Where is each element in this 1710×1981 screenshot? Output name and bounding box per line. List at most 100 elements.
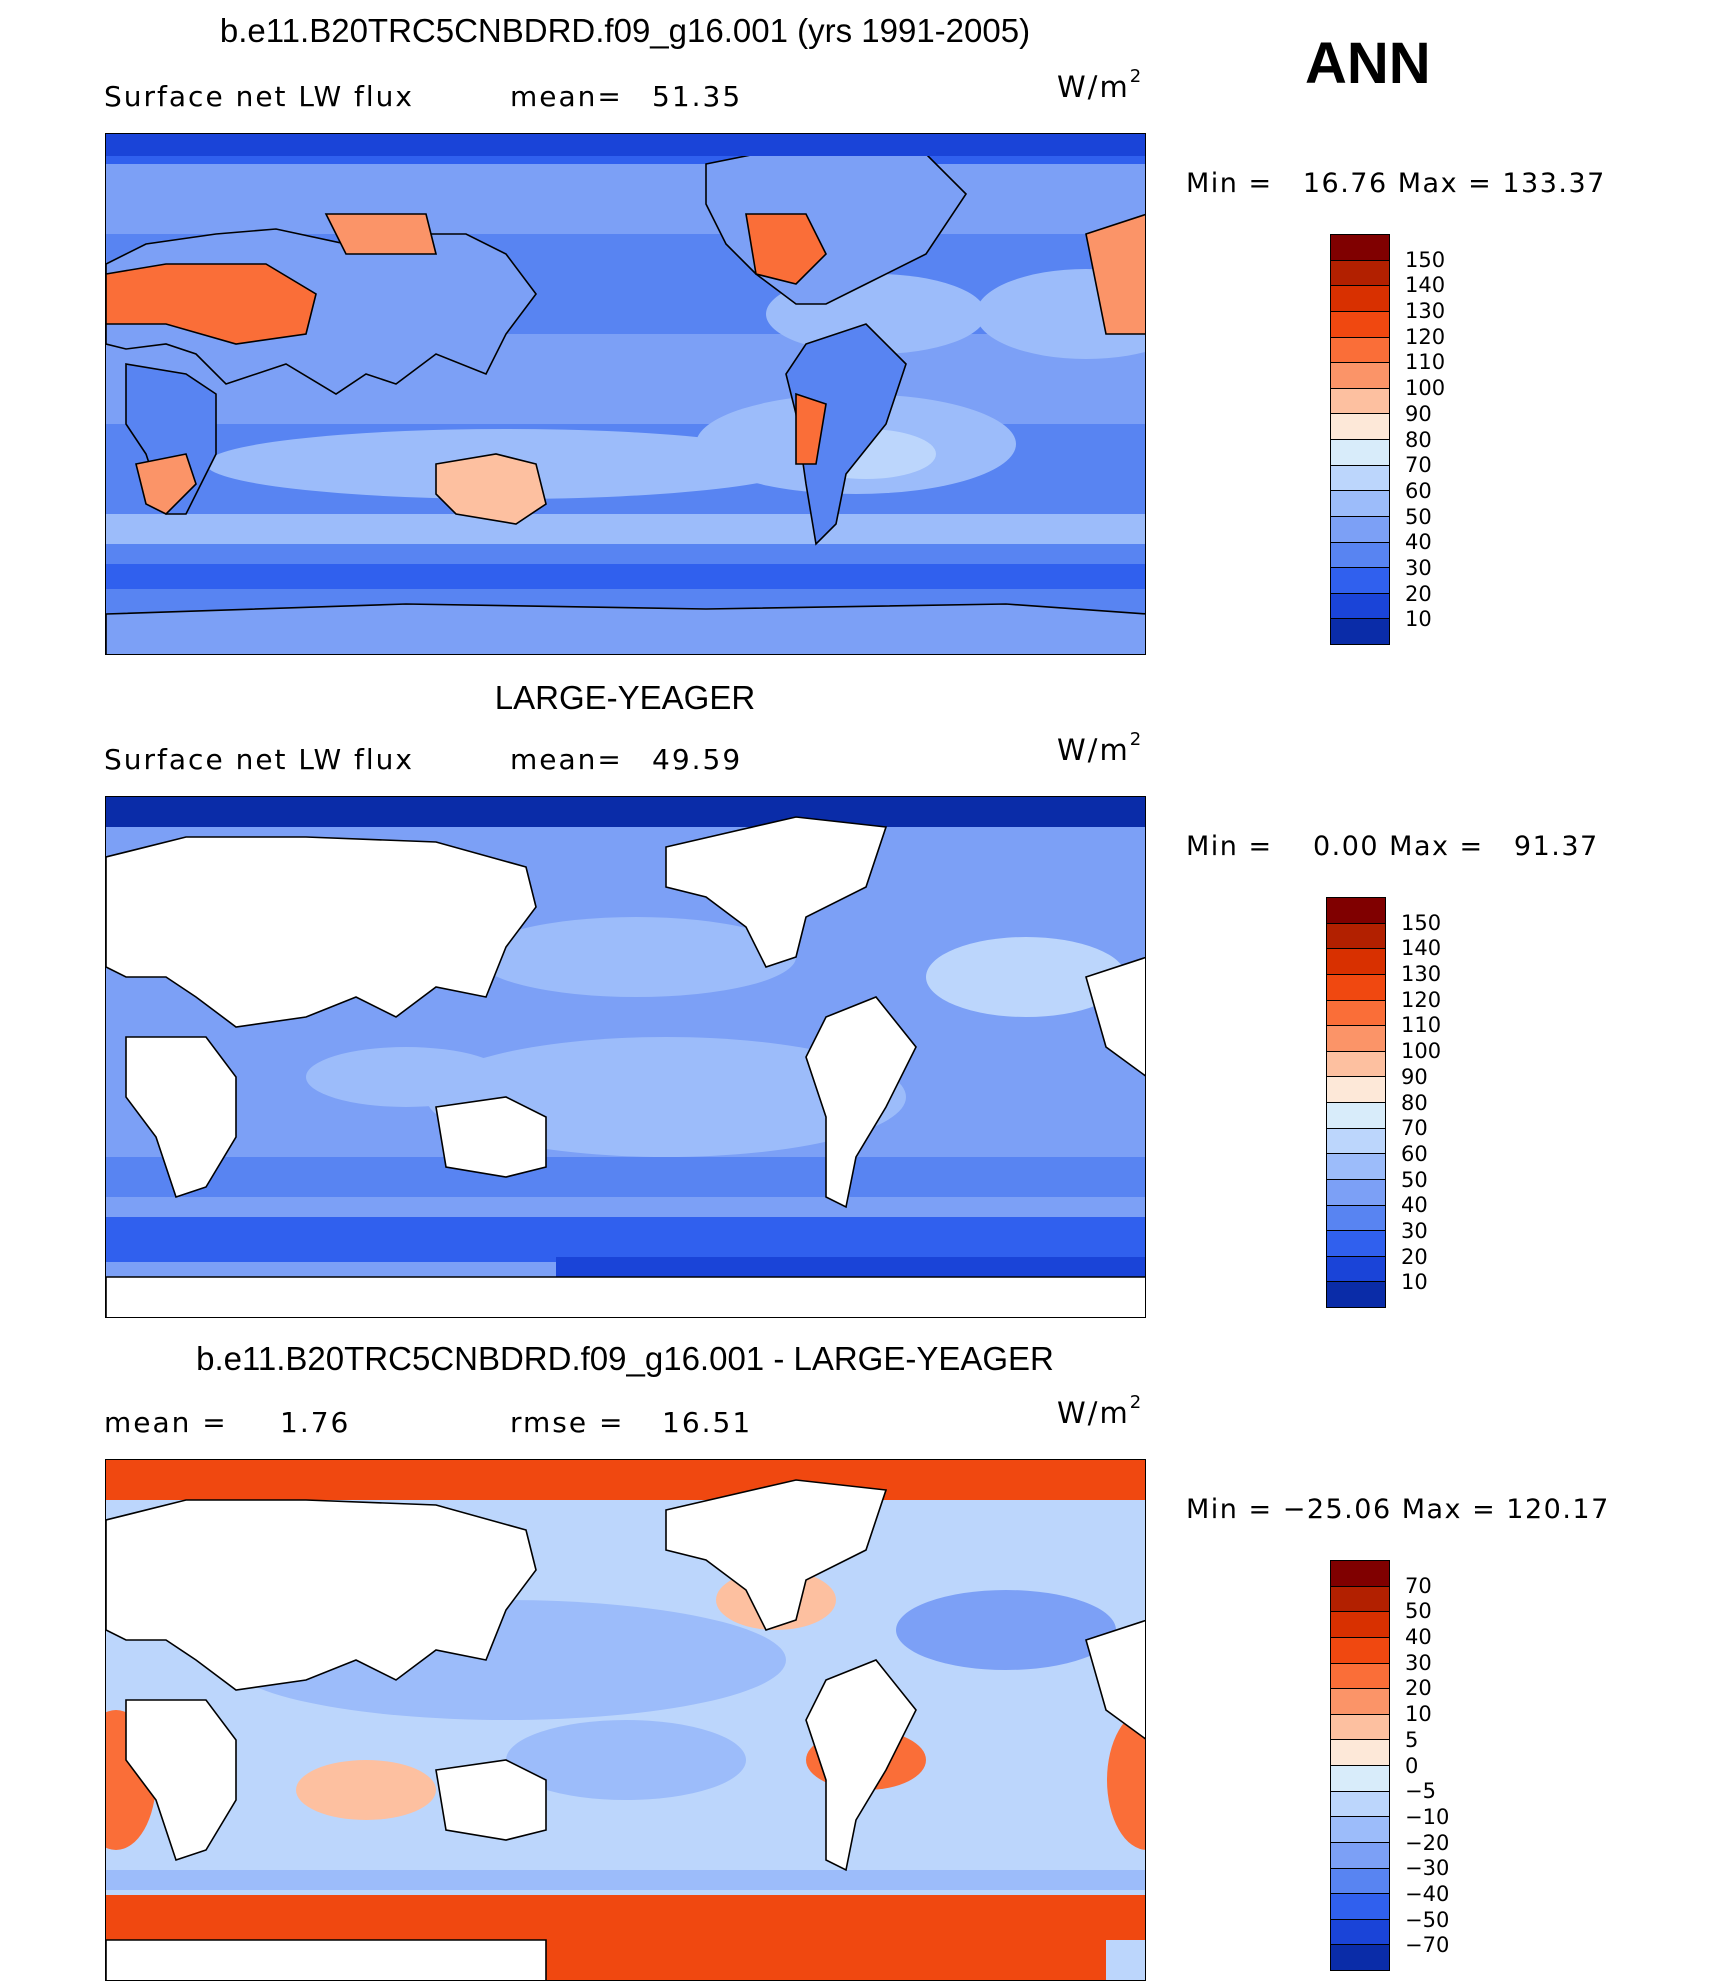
colorbar-tick-label: 110	[1405, 350, 1446, 375]
colorbar-tick-label: 30	[1401, 1218, 1428, 1243]
colorbar-tick-label: −20	[1405, 1830, 1450, 1855]
colorbar-tick-label: 40	[1401, 1193, 1428, 1218]
panel2-title: LARGE-YEAGER	[494, 679, 756, 716]
panel3-mean-label: mean =	[104, 1406, 228, 1439]
colorbar-swatch	[1331, 1817, 1389, 1843]
colorbar-tick-label: 40	[1405, 530, 1432, 555]
panel2-map	[105, 796, 1146, 1318]
colorbar-swatch	[1331, 1637, 1389, 1664]
colorbar-swatch	[1331, 1868, 1389, 1895]
colorbar-tick-label: 150	[1401, 910, 1442, 935]
colorbar-swatch	[1331, 1766, 1389, 1792]
colorbar-tick-label: 20	[1405, 581, 1432, 606]
colorbar-swatch	[1327, 1154, 1385, 1180]
colorbar-tick-label: 100	[1405, 376, 1446, 401]
colorbar-swatch	[1331, 491, 1389, 517]
colorbar-tick-label: 40	[1405, 1625, 1432, 1650]
panel1-title: b.e11.B20TRC5CNBDRD.f09_g16.001 (yrs 199…	[219, 12, 1031, 49]
colorbar-tick-label: −50	[1405, 1907, 1450, 1932]
colorbar-tick-label: 90	[1401, 1064, 1428, 1089]
colorbar-tick-label: 120	[1401, 987, 1442, 1012]
colorbar-swatch	[1331, 1842, 1389, 1869]
panel1-units: W/m2	[1057, 66, 1142, 104]
panel2-variable-label: Surface net LW flux	[104, 743, 414, 776]
colorbar-tick-label: 80	[1401, 1090, 1428, 1115]
colorbar-tick-label: 10	[1405, 1702, 1432, 1727]
panel1-mean-value: 51.35	[652, 80, 743, 113]
panel1-map	[105, 133, 1146, 655]
colorbar-swatch	[1331, 1919, 1389, 1946]
panel3-units: W/m2	[1057, 1392, 1142, 1430]
colorbar-tick-label: 80	[1405, 427, 1432, 452]
colorbar-tick-label: 90	[1405, 401, 1432, 426]
colorbar-tick-label: −5	[1405, 1779, 1436, 1804]
colorbar-tick-label: 10	[1405, 607, 1432, 632]
colorbar-swatch	[1331, 465, 1389, 492]
colorbar-swatch	[1331, 311, 1389, 338]
colorbar-swatch	[1327, 1231, 1385, 1257]
colorbar-tick-label: 60	[1401, 1141, 1428, 1166]
panel1-map-svg	[106, 134, 1145, 654]
panel3-map	[105, 1459, 1146, 1981]
colorbar-swatch	[1331, 235, 1389, 261]
colorbar-swatch	[1331, 1945, 1389, 1970]
panel3-rmse-value: 16.51	[662, 1406, 753, 1439]
colorbar-tick-label: 140	[1405, 273, 1446, 298]
colorbar-tick-label: 20	[1401, 1244, 1428, 1269]
panel1-mean-label: mean=	[510, 80, 623, 113]
colorbar-swatch	[1331, 1586, 1389, 1613]
colorbar-tick-label: 30	[1405, 555, 1432, 580]
colorbar-tick-label: 0	[1405, 1753, 1419, 1778]
panel2-colorbar	[1326, 897, 1386, 1308]
panel3-mean-value: 1.76	[280, 1406, 351, 1439]
colorbar-swatch	[1327, 1205, 1385, 1232]
colorbar-tick-label: 130	[1405, 299, 1446, 324]
colorbar-swatch	[1331, 1791, 1389, 1818]
colorbar-swatch	[1331, 286, 1389, 312]
colorbar-tick-label: 70	[1405, 453, 1432, 478]
colorbar-tick-label: 140	[1401, 936, 1442, 961]
panel2-mean-label: mean=	[510, 743, 623, 776]
colorbar-swatch	[1327, 974, 1385, 1001]
colorbar-tick-label: −70	[1405, 1933, 1450, 1958]
colorbar-tick-label: 50	[1401, 1167, 1428, 1192]
colorbar-swatch	[1331, 440, 1389, 466]
colorbar-swatch	[1331, 1612, 1389, 1638]
panel3-rmse-label: rmse =	[510, 1406, 625, 1439]
colorbar-swatch	[1327, 1256, 1385, 1283]
colorbar-tick-label: 130	[1401, 962, 1442, 987]
colorbar-tick-label: 50	[1405, 504, 1432, 529]
panel1-minmax: Min = 16.76 Max = 133.37	[1186, 168, 1606, 199]
colorbar-swatch	[1331, 1714, 1389, 1741]
colorbar-swatch	[1327, 1026, 1385, 1052]
colorbar-tick-label: 10	[1401, 1270, 1428, 1295]
colorbar-tick-label: 70	[1401, 1116, 1428, 1141]
panel1-land	[106, 143, 1145, 654]
colorbar-swatch	[1327, 949, 1385, 975]
colorbar-swatch	[1331, 593, 1389, 620]
panel3-title: b.e11.B20TRC5CNBDRD.f09_g16.001 - LARGE-…	[196, 1340, 1054, 1377]
panel3-minmax: Min = −25.06 Max = 120.17	[1186, 1494, 1610, 1525]
colorbar-swatch	[1327, 898, 1385, 924]
colorbar-tick-label: 30	[1405, 1650, 1432, 1675]
colorbar-tick-label: 20	[1405, 1676, 1432, 1701]
colorbar-swatch	[1327, 1179, 1385, 1206]
panel2-units: W/m2	[1057, 729, 1142, 767]
panel3-land	[106, 1479, 1145, 1980]
colorbar-tick-label: −30	[1405, 1856, 1450, 1881]
colorbar-tick-label: 50	[1405, 1599, 1432, 1624]
panel2-mean-value: 49.59	[652, 743, 743, 776]
colorbar-tick-label: 110	[1401, 1013, 1442, 1038]
colorbar-swatch	[1331, 516, 1389, 543]
season-label: ANN	[1305, 31, 1431, 96]
colorbar-swatch	[1331, 568, 1389, 594]
colorbar-swatch	[1331, 260, 1389, 287]
panel1-variable-label: Surface net LW flux	[104, 80, 414, 113]
panel2-map-svg	[106, 797, 1145, 1317]
colorbar-swatch	[1331, 363, 1389, 389]
colorbar-tick-label: −10	[1405, 1804, 1450, 1829]
colorbar-swatch	[1327, 1282, 1385, 1307]
colorbar-tick-label: 60	[1405, 478, 1432, 503]
colorbar-tick-label: 70	[1405, 1573, 1432, 1598]
colorbar-swatch	[1331, 388, 1389, 415]
